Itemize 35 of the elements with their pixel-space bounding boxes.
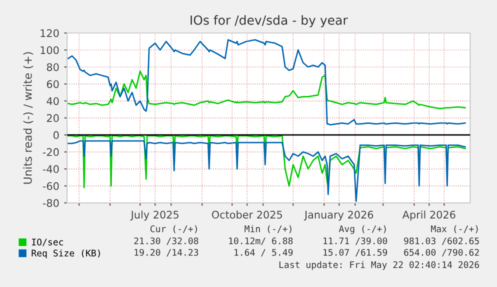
text: 1.64 / 5.49 [234, 248, 293, 256]
chart-title: IOs for /dev/sda - by year [190, 15, 348, 28]
text: 15.07 /61.59 [324, 248, 388, 256]
legend-label: IO/sec [32, 238, 64, 246]
line-series [67, 70, 466, 110]
y-tick-label: -60 [42, 182, 59, 190]
text: 10.12m/ 6.88 [229, 237, 293, 246]
text: Min (-/+) [244, 225, 292, 234]
x-tick-label: January 2026 [304, 210, 374, 221]
y-tick-label: 20 [46, 114, 59, 122]
text: Avg (-/+) [338, 225, 386, 234]
x-tick-label: April 2026 [402, 210, 456, 221]
line-series [67, 140, 466, 202]
y-tick-label: 0 [54, 131, 59, 140]
y-tick-label: 100 [40, 46, 59, 54]
y-tick-label: -20 [42, 148, 59, 156]
text: 21.30 /32.08 [134, 237, 198, 246]
line-series [67, 39, 466, 126]
y-tick-label: 60 [46, 80, 59, 88]
y-tick-label: -40 [42, 165, 59, 174]
x-tick-label: October 2025 [212, 210, 282, 219]
y-tick-label: 120 [40, 29, 59, 38]
y-tick-label: -80 [42, 199, 59, 208]
y-tick-label: 40 [46, 97, 59, 106]
y-tick-label: 80 [46, 63, 59, 72]
text: 19.20 /14.23 [134, 248, 198, 256]
legend-label: Req Size (KB) [32, 250, 100, 258]
text: Last update: Fri May 22 02:40:14 2026 [279, 261, 480, 270]
text: Max (-/+) [431, 225, 478, 234]
text: 981.03 /602.65 [404, 237, 479, 246]
text: 654.00 /790.62 [404, 248, 479, 256]
text: Cur (-/+) [150, 225, 197, 234]
y-axis-title: Units read (-) / write (+) [23, 52, 34, 184]
text: 11.71 /39.00 [324, 237, 388, 246]
x-tick-label: July 2025 [130, 210, 178, 221]
